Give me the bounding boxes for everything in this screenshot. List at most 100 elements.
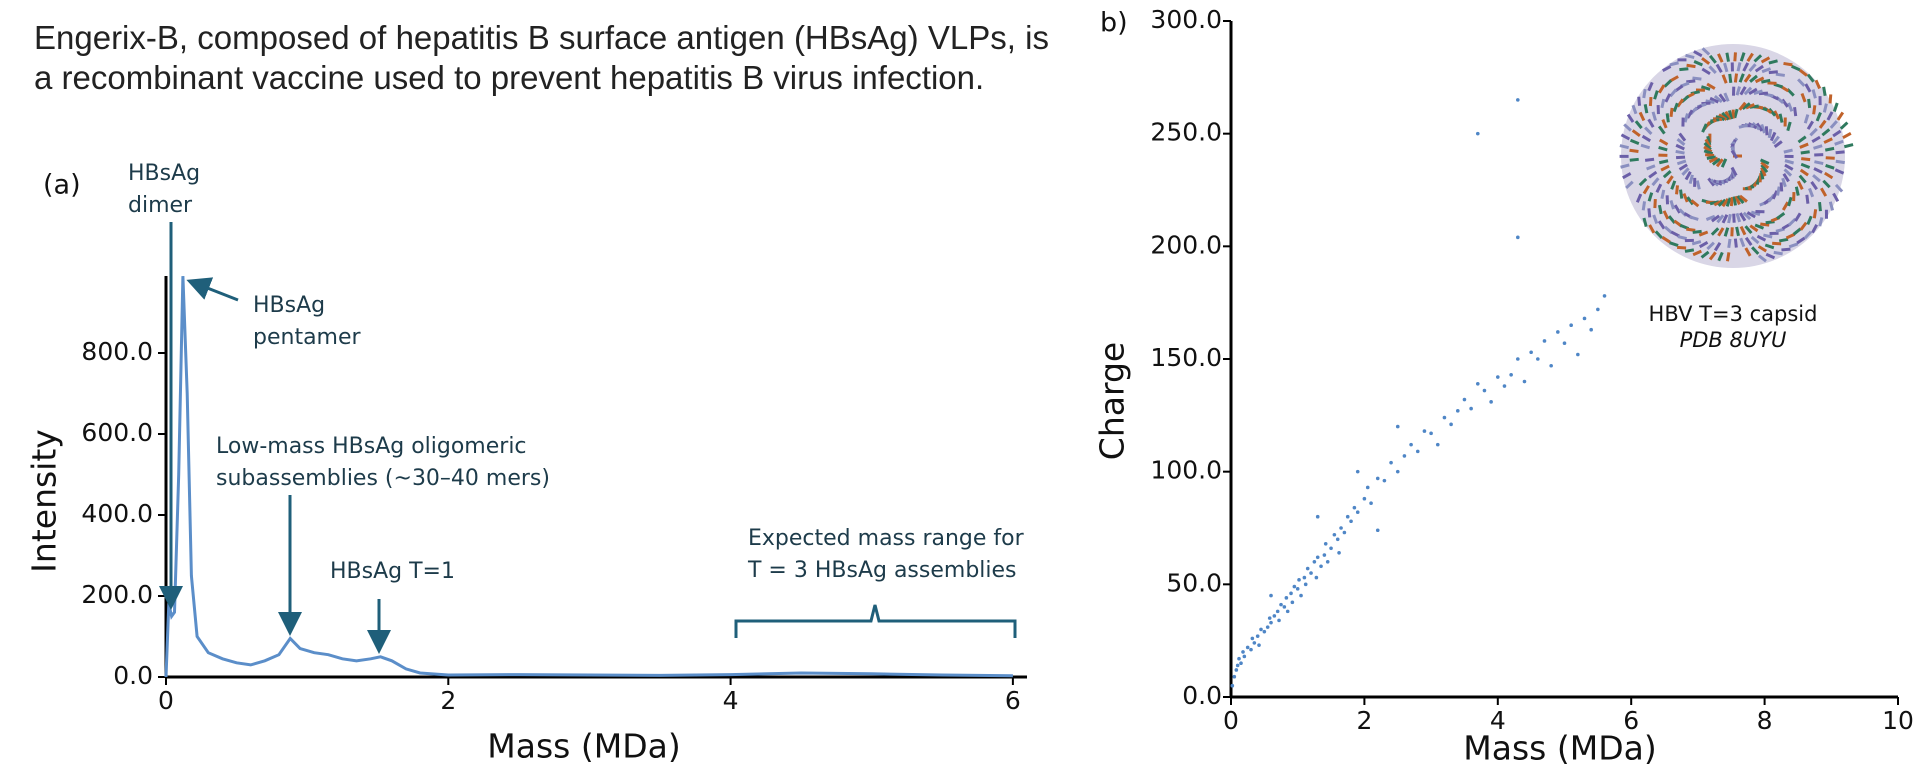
capsid-strand xyxy=(1647,118,1655,128)
capsid-strand xyxy=(1655,183,1663,193)
capsid-strand xyxy=(1666,175,1674,185)
x-tick-label: 10 xyxy=(1882,706,1914,735)
capsid-strand xyxy=(1739,52,1746,62)
capsid-strand xyxy=(1703,142,1712,151)
capsid-strand xyxy=(1798,68,1808,77)
scatter-point xyxy=(1234,668,1239,672)
capsid-strand xyxy=(1815,112,1822,122)
capsid-strand xyxy=(1786,121,1792,132)
capsid-strand xyxy=(1735,86,1741,96)
scatter-point xyxy=(1409,442,1413,447)
capsid-strand xyxy=(1736,195,1745,205)
capsid-strand xyxy=(1743,86,1753,96)
capsid-strand xyxy=(1821,128,1831,137)
capsid-strand xyxy=(1721,111,1730,121)
capsid-strand xyxy=(1733,108,1739,119)
capsid-strand xyxy=(1644,126,1653,136)
capsid-strand xyxy=(1794,186,1800,196)
capsid-strand xyxy=(1678,132,1687,142)
capsid-strand xyxy=(1812,174,1821,183)
capsid-strand xyxy=(1828,201,1835,211)
scatter-point xyxy=(1369,501,1373,506)
capsid-strand xyxy=(1742,62,1750,72)
capsid-strand xyxy=(1778,113,1784,123)
capsid-strand xyxy=(1638,111,1646,122)
scatter-point xyxy=(1345,514,1350,519)
annotation: dimer xyxy=(128,193,193,218)
capsid-strand xyxy=(1711,157,1721,166)
capsid-strand xyxy=(1794,212,1802,222)
capsid-strand xyxy=(1690,199,1700,208)
capsid-strand xyxy=(1688,174,1694,184)
capsid-strand xyxy=(1675,149,1685,155)
capsid-strand xyxy=(1661,118,1668,129)
capsid-strand xyxy=(1811,89,1817,99)
capsid-strand xyxy=(1808,187,1815,198)
capsid-strand xyxy=(1620,133,1631,141)
intro-text: Engerix-B, composed of hepatitis B surfa… xyxy=(34,19,1049,96)
x-tick-label: 2 xyxy=(1356,706,1372,735)
capsid-strand xyxy=(1629,157,1639,162)
capsid-strand xyxy=(1813,167,1823,174)
capsid-strand xyxy=(1783,168,1793,177)
scatter-point xyxy=(1250,636,1255,641)
y-tick-label: 0.0 xyxy=(1182,681,1222,710)
scatter-point xyxy=(1602,294,1607,298)
capsid-strand xyxy=(1834,168,1845,175)
capsid-strand xyxy=(1775,72,1785,77)
capsid-strand xyxy=(1818,217,1824,227)
capsid-strand xyxy=(1683,113,1689,123)
capsid-strand xyxy=(1746,211,1756,219)
capsid-strand xyxy=(1642,217,1648,228)
capsid-strand xyxy=(1681,167,1690,176)
capsid-strand xyxy=(1689,215,1699,221)
scatter-point xyxy=(1482,388,1487,393)
capsid-strand xyxy=(1652,214,1659,224)
scatter-point xyxy=(1339,526,1343,530)
scatter-point xyxy=(1352,505,1357,510)
scatter-point xyxy=(1315,555,1320,560)
capsid-strand xyxy=(1695,180,1701,190)
capsid-strand xyxy=(1769,131,1777,142)
capsid-strand xyxy=(1805,194,1810,204)
capsid-strand xyxy=(1675,143,1685,151)
capsid-strand xyxy=(1768,70,1778,75)
scatter-point xyxy=(1516,235,1520,240)
capsid-strand xyxy=(1658,159,1669,165)
capsid-strand xyxy=(1691,240,1702,246)
capsid-strand xyxy=(1739,212,1747,222)
y-tick-label: 600.0 xyxy=(81,418,153,447)
capsid-strand xyxy=(1661,236,1671,244)
annotation: pentamer xyxy=(253,325,362,350)
capsid-strand xyxy=(1783,148,1793,154)
capsid-strand xyxy=(1742,211,1752,221)
scatter-point xyxy=(1322,553,1327,557)
capsid-strand xyxy=(1620,163,1630,169)
capsid-strand xyxy=(1710,214,1721,223)
x-tick-label: 2 xyxy=(440,686,456,715)
capsid-strand xyxy=(1842,132,1852,139)
scatter-point xyxy=(1429,431,1433,436)
capsid-strand xyxy=(1623,123,1632,132)
x-tick-label: 0 xyxy=(158,686,174,715)
x-axis-title: Mass (MDa) xyxy=(1463,729,1656,767)
scatter-point xyxy=(1562,341,1567,346)
scatter-point xyxy=(1576,352,1580,357)
scatter-point xyxy=(1422,429,1427,433)
scatter-point xyxy=(1395,469,1400,474)
scatter-point xyxy=(1245,645,1250,650)
capsid-strand xyxy=(1676,159,1687,166)
scatter-point xyxy=(1269,620,1273,625)
capsid-strand xyxy=(1739,237,1746,248)
x-tick-label: 6 xyxy=(1005,686,1021,715)
annotation: HBsAg T=1 xyxy=(330,559,455,584)
capsid-strand xyxy=(1686,196,1695,206)
capsid-strand xyxy=(1717,53,1724,63)
scatter-point xyxy=(1284,596,1289,600)
scatter-point xyxy=(1255,634,1260,638)
capsid-strand xyxy=(1757,254,1767,263)
capsid-strand xyxy=(1715,158,1724,168)
capsid-strand xyxy=(1781,201,1790,211)
capsid-strand xyxy=(1732,196,1737,206)
capsid-strand xyxy=(1785,232,1796,240)
